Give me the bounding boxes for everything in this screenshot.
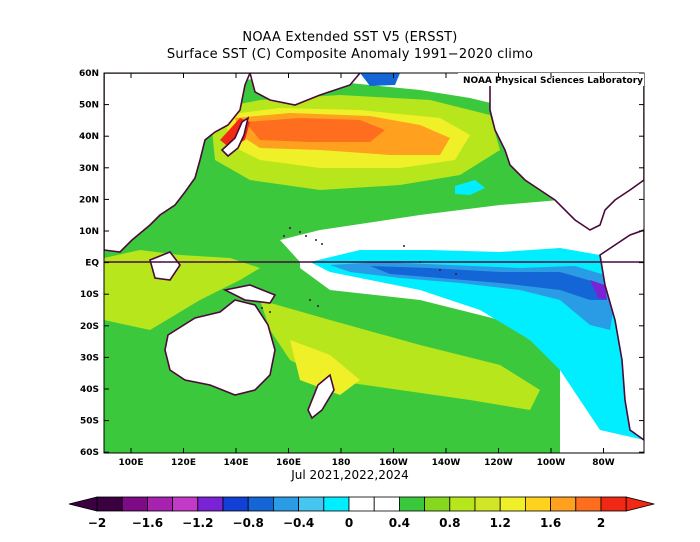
lat-label: 50N [79,101,99,111]
colorbar-tick-label: 0 [345,516,353,530]
island-dot [403,245,405,247]
island-dot [283,235,285,237]
colorbar-swatch [550,496,577,512]
colorbar-swatch [121,496,148,512]
colorbar-swatch [222,496,249,512]
anomaly-blue-east-pacific [370,266,605,300]
lon-label: 140W [432,458,461,468]
colorbar-tick-label: −2 [88,516,106,530]
land-south-america [599,229,644,441]
lon-label: 100E [119,458,144,468]
lat-label: 40S [80,385,99,395]
colorbar-swatch [600,496,627,512]
colorbar: −2 −1.6 −1.2 −0.8 −0.4 0 0.4 0.8 1.2 1.6 2 [68,227,655,530]
land-new-zealand [307,373,335,420]
colorbar-tick-label: −0.4 [283,516,314,530]
lat-label: 60S [80,448,99,458]
anomaly-red-core [245,118,385,142]
lat-label: 10N [79,227,99,237]
latitude-axis: 60N 50N 40N 30N 20N 10N EQ 10S 20S 30S 40S 50S 60S [79,69,644,458]
anomaly-lime-region [104,250,260,330]
colorbar-swatch [373,496,400,512]
colorbar-swatch [146,496,173,512]
lat-label: 20S [80,322,99,332]
island-dot [315,239,317,241]
colorbar-swatch [575,496,602,512]
island-dot [261,307,263,309]
map-subtitle: Surface SST (C) Composite Anomaly 1991−2… [166,47,534,62]
colorbar-swatch [323,496,350,512]
colorbar-swatch [272,496,299,512]
island-dot [419,261,421,263]
lon-label: 120E [171,458,196,468]
colorbar-tick-label: 1.2 [490,516,511,530]
anomaly-cyan-patch-north [455,180,485,195]
island-dot [455,273,457,275]
island-dot [289,227,291,229]
colorbar-swatch [449,496,476,512]
lon-label: 120W [484,458,513,468]
colorbar-swatch [298,496,325,512]
lat-label: EQ [85,259,99,269]
island-dot [299,231,301,233]
island-dot [439,269,441,271]
land-australia [164,299,276,396]
credit-box [458,73,644,86]
lat-label: 50S [80,417,99,427]
lon-label: 160E [276,458,301,468]
colorbar-swatch [499,496,526,512]
land-new-guinea [222,284,277,304]
lon-label: 160W [379,458,408,468]
island-dot [305,235,307,237]
colorbar-swatch [474,496,501,512]
anomaly-lime-band-south [260,300,540,410]
land-borneo [149,251,181,281]
lon-label: 100W [537,458,566,468]
colorbar-tick-label: 2 [597,516,605,530]
colorbar-swatch [172,496,199,512]
lat-label: 30S [80,353,99,363]
map-title: NOAA Extended SST V5 (ERSST) [242,30,458,45]
landmasses [104,73,644,441]
island-dot [269,311,271,313]
lat-label: 30N [79,164,99,174]
lat-label: 20N [79,195,99,205]
colorbar-swatch [247,496,274,512]
colorbar-swatch [348,496,375,512]
colorbar-swatch [525,496,552,512]
anomaly-yellow-australia-south [290,340,360,395]
colorbar-tick-label: −0.8 [233,516,264,530]
colorbar-swatch [424,496,451,512]
colorbar-high-arrow [625,496,655,512]
anomaly-blue-alaska [360,73,400,86]
lon-label: 180 [332,458,351,468]
longitude-axis: 100E 120E 140E 160E 180 160W 140W 120W 100W 80W [119,73,615,468]
lat-label: 10S [80,290,99,300]
land-asia [104,73,251,253]
colorbar-tick-label: −1.2 [182,516,213,530]
date-composite-label: Jul 2021,2022,2024 [291,468,409,482]
colorbar-swatch [197,496,224,512]
colorbar-tick-label: 0.4 [389,516,410,530]
land-japan [220,116,250,158]
lat-label: 40N [79,132,99,142]
anomaly-purple-peru [590,280,607,300]
colorbar-tick-label: 1.6 [540,516,561,530]
island-dot [309,299,311,301]
lon-label: 140E [224,458,249,468]
land-north-america [489,73,644,231]
lon-label: 80W [592,458,615,468]
anomaly-field [104,73,644,453]
land-alaska [249,73,362,106]
credit-label: NOAA Physical Sciences Laboratory [463,76,643,86]
island-dot [317,305,319,307]
colorbar-tick-label: 0.8 [439,516,460,530]
colorbar-swatch [96,496,123,512]
island-dot [321,243,323,245]
colorbar-tick-label: −1.6 [132,516,163,530]
colorbar-swatch [398,496,425,512]
lat-label: 60N [79,69,99,79]
colorbar-low-arrow [68,496,98,512]
